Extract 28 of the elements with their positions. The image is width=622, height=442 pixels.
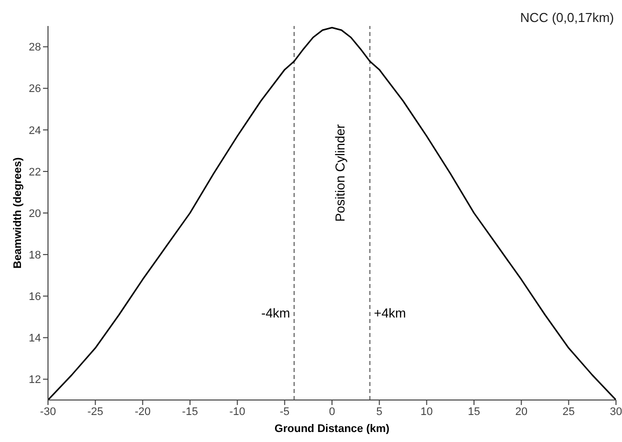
x-tick-label: 30	[610, 406, 622, 418]
x-tick-label: -20	[134, 406, 151, 418]
ref-line-label: +4km	[374, 306, 406, 321]
x-axis-title: Ground Distance (km)	[274, 423, 390, 435]
annotation: Position Cylinder	[332, 124, 348, 222]
x-tick-label: 25	[562, 406, 575, 418]
x-tick-label: -15	[182, 406, 198, 418]
x-tick-label: 0	[328, 406, 336, 418]
y-tick-label: 20	[28, 208, 41, 220]
y-tick-label: 12	[28, 374, 41, 386]
x-tick-label: -25	[87, 406, 104, 418]
x-tick-label: -10	[229, 406, 246, 418]
x-tick-label: 15	[468, 406, 480, 418]
y-axis-title: Beamwidth (degrees)	[12, 157, 24, 269]
y-tick-label: 22	[28, 166, 41, 178]
y-tick-label: 16	[28, 291, 41, 304]
x-tick-label: 5	[376, 406, 382, 418]
text: NCC (0,0,17km)	[520, 10, 614, 25]
y-tick-label: 18	[28, 249, 41, 262]
x-tick-label: -30	[40, 406, 56, 418]
x-tick-label: 10	[420, 406, 433, 418]
x-tick-label: -5	[280, 406, 290, 418]
x-tick-label: 20	[515, 406, 528, 418]
ref-line-label: -4km	[261, 306, 290, 321]
y-tick-label: 24	[28, 124, 41, 137]
y-tick-label: 14	[28, 332, 41, 345]
y-tick-label: 26	[28, 83, 41, 96]
y-tick-label: 28	[28, 42, 41, 54]
